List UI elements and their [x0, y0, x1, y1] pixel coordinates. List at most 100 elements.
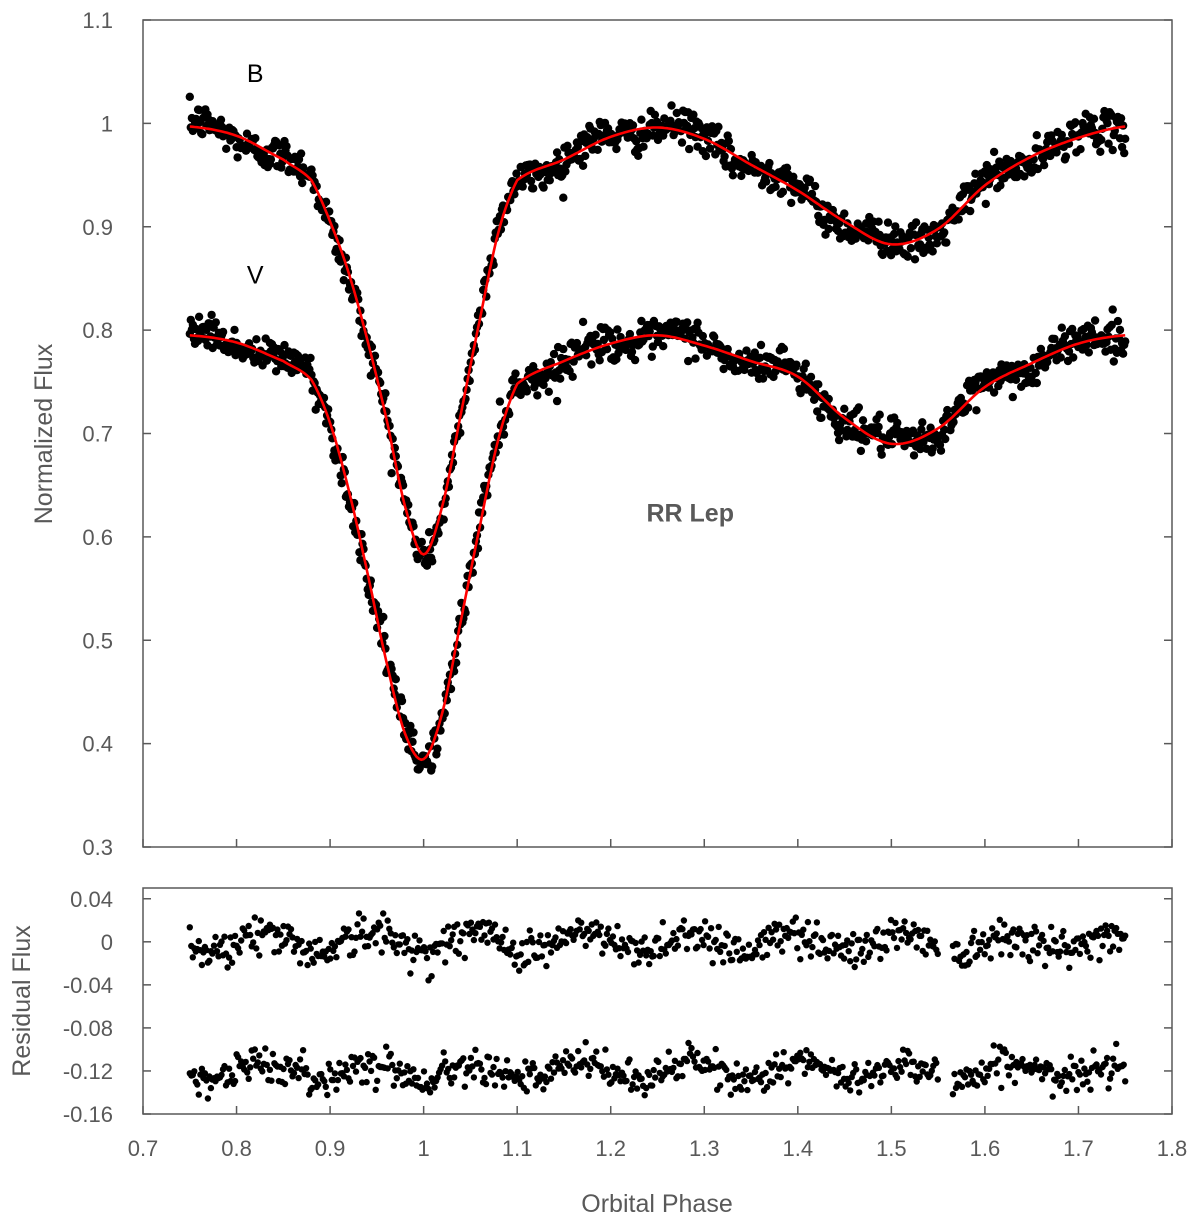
residual-point-v [1085, 1069, 1093, 1076]
observation-point-v [271, 367, 281, 376]
residual-point-b [828, 931, 836, 939]
residual-point-b [998, 951, 1005, 958]
residual-point-v [677, 1060, 685, 1068]
residual-point-b [1041, 962, 1049, 970]
observation-point-v [647, 352, 656, 361]
residual-point-v [1084, 1078, 1091, 1085]
residual-point-v [543, 1078, 550, 1086]
observation-point-v [541, 373, 550, 383]
residual-point-b [1084, 948, 1091, 955]
residual-point-b [659, 919, 666, 926]
residual-data-points [186, 910, 1129, 1102]
observation-point-v [918, 418, 927, 427]
residual-point-b [390, 944, 397, 951]
observation-point-v [691, 354, 700, 363]
residual-panel: 0.04 0 -0.04 -0.08 -0.12 -0.16 Residual Flux [8, 887, 1173, 1127]
residual-point-v [910, 1058, 917, 1065]
observation-point-v [742, 346, 751, 355]
residual-point-b [996, 916, 1003, 923]
residual-point-v [717, 1082, 724, 1089]
residual-point-v [561, 1069, 568, 1077]
residual-point-v [333, 1086, 340, 1093]
observation-point-v [840, 404, 849, 413]
residual-point-b [688, 931, 695, 938]
residual-point-b [715, 923, 722, 931]
main-y-tick-labels: 0.3 0.4 0.5 0.6 0.7 0.8 0.9 1 1.1 [82, 8, 113, 860]
observation-point-b [634, 151, 643, 160]
observation-point-v [875, 410, 884, 419]
residual-point-v [445, 1065, 452, 1073]
residual-point-v [1076, 1071, 1084, 1078]
residual-point-v [683, 1057, 691, 1065]
observation-point-v [940, 425, 949, 434]
residual-point-b [461, 954, 468, 962]
residual-point-v [575, 1047, 582, 1055]
residual-point-b [901, 918, 908, 925]
residual-point-v [1067, 1053, 1075, 1060]
residual-point-v [747, 1072, 754, 1079]
residual-point-b [859, 945, 866, 953]
residual-point-v [367, 1067, 375, 1075]
residual-y-axis-title: Residual Flux [8, 925, 36, 1077]
residual-point-b [290, 948, 298, 955]
residual-point-v [860, 1077, 867, 1084]
residual-point-v [334, 1076, 342, 1084]
residual-point-v [865, 1059, 872, 1067]
observation-point-v [1113, 316, 1123, 326]
observation-point-v [1115, 325, 1125, 335]
observation-point-v [606, 328, 615, 337]
residual-point-v [839, 1063, 846, 1071]
observation-point-b [824, 224, 833, 234]
residual-point-v [765, 1059, 772, 1067]
residual-point-v [723, 1066, 730, 1074]
residual-point-b [383, 938, 390, 945]
residual-point-v [499, 1074, 506, 1081]
observation-point-v [637, 316, 646, 326]
residual-point-b [364, 942, 372, 950]
residual-point-v [228, 1072, 236, 1079]
residual-point-v [629, 1081, 636, 1088]
residual-point-b [212, 933, 219, 941]
residual-point-v [372, 1086, 379, 1094]
residual-point-b [399, 932, 407, 939]
residual-point-b [189, 954, 196, 961]
residual-point-b [238, 937, 245, 944]
residual-point-b [954, 941, 961, 948]
residual-point-b [866, 949, 873, 956]
residual-point-b [918, 932, 925, 940]
residual-point-v [370, 1054, 378, 1061]
observation-point-b [996, 181, 1005, 190]
residual-point-b [844, 937, 851, 944]
residual-point-b [989, 925, 996, 932]
residual-point-b [1058, 933, 1066, 940]
residual-point-b [378, 949, 385, 956]
residual-point-v [951, 1070, 958, 1078]
residual-point-v [254, 1059, 261, 1066]
main-y-tick-label: 1 [101, 111, 113, 136]
residual-point-b [599, 950, 606, 957]
residual-point-v [514, 1068, 521, 1076]
residual-point-v [1073, 1086, 1081, 1094]
observation-point-v [409, 728, 418, 737]
residual-point-b [694, 943, 701, 950]
residual-point-b [224, 964, 231, 971]
residual-point-v [1032, 1056, 1040, 1063]
residual-point-b [643, 952, 650, 959]
residual-point-v [522, 1058, 529, 1065]
residual-point-b [1001, 921, 1008, 928]
observation-point-b [339, 276, 348, 285]
observation-point-v [499, 430, 509, 439]
residual-point-v [546, 1065, 553, 1072]
residual-point-v [1061, 1066, 1069, 1074]
observation-point-v [549, 349, 559, 359]
residual-point-b [236, 949, 243, 956]
residual-point-v [1122, 1078, 1129, 1085]
observation-point-v [391, 675, 400, 684]
residual-point-b [662, 950, 669, 957]
observation-point-v [433, 744, 442, 753]
main-model-curves [189, 125, 1126, 762]
residual-point-v [757, 1079, 765, 1086]
residual-point-b [410, 956, 417, 964]
observation-point-v [684, 356, 693, 366]
